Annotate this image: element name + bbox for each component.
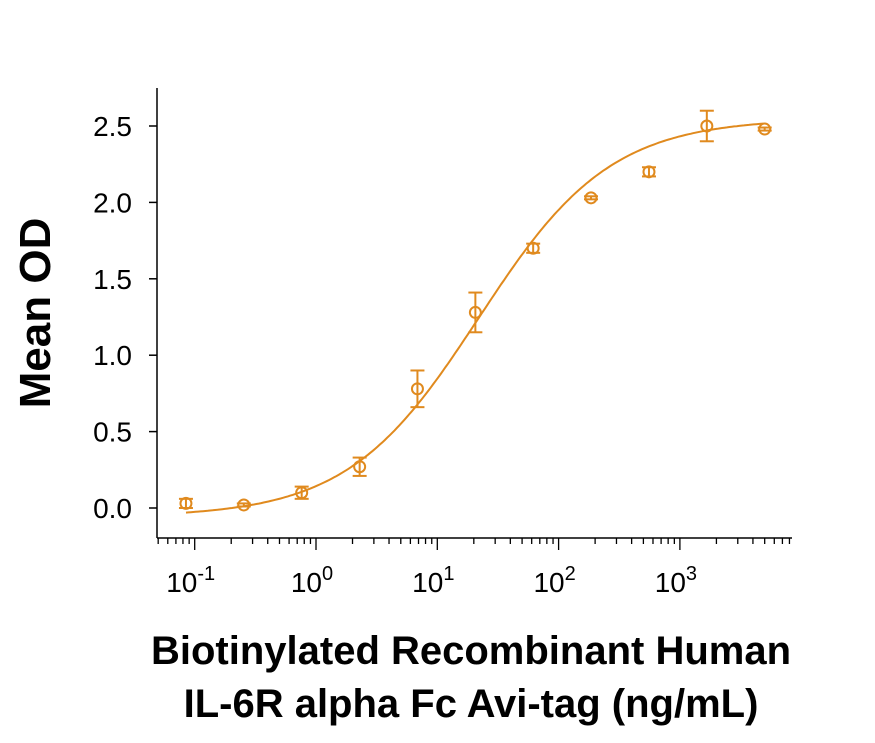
data-point-group bbox=[410, 369, 425, 409]
x-tick-base: 10 bbox=[166, 567, 197, 598]
y-axis-label: Mean OD bbox=[11, 218, 60, 409]
y-tick-label: 1.5 bbox=[93, 264, 132, 295]
x-tick-base: 10 bbox=[655, 567, 686, 598]
data-point bbox=[295, 486, 309, 500]
x-tick-exponent: 0 bbox=[322, 563, 333, 585]
data-point-group bbox=[526, 241, 541, 255]
data-point-group bbox=[236, 498, 251, 512]
axes: 0.00.51.01.52.02.510-1 100 101 102 103 bbox=[93, 88, 792, 598]
x-tick-label: 10-1 bbox=[166, 563, 215, 598]
y-tick-label: 2.0 bbox=[93, 187, 132, 218]
data-point-group bbox=[294, 485, 309, 500]
data-point-group bbox=[178, 496, 193, 510]
x-axis-label-line1: Biotinylated Recombinant Human bbox=[151, 629, 791, 673]
data-point-group bbox=[699, 109, 714, 143]
data-point bbox=[179, 496, 193, 510]
data-point-group bbox=[641, 165, 656, 179]
x-tick-base: 10 bbox=[412, 567, 443, 598]
x-tick-base: 10 bbox=[291, 567, 322, 598]
data-point-group bbox=[468, 291, 483, 334]
data-point bbox=[526, 241, 540, 255]
x-tick-exponent: -1 bbox=[197, 563, 215, 585]
data-point bbox=[237, 498, 251, 512]
x-axis-label-line2: IL-6R alpha Fc Avi-tag (ng/mL) bbox=[184, 682, 759, 726]
y-tick-label: 1.0 bbox=[93, 340, 132, 371]
y-tick-label: 0.0 bbox=[93, 493, 132, 524]
x-tick-exponent: 1 bbox=[443, 563, 454, 585]
y-tick-label: 2.5 bbox=[93, 111, 132, 142]
data-marks bbox=[178, 109, 772, 514]
data-point bbox=[353, 460, 367, 474]
x-tick-label: 101 bbox=[412, 563, 454, 598]
data-point bbox=[584, 191, 598, 205]
y-tick-label: 0.5 bbox=[93, 417, 132, 448]
x-tick-label: 100 bbox=[291, 563, 333, 598]
x-tick-label: 103 bbox=[655, 563, 697, 598]
data-point bbox=[700, 119, 714, 133]
data-point bbox=[642, 165, 656, 179]
x-tick-label: 102 bbox=[533, 563, 575, 598]
data-point-group bbox=[757, 122, 772, 136]
x-tick-base: 10 bbox=[533, 567, 564, 598]
data-point bbox=[410, 382, 424, 396]
data-point-group bbox=[352, 456, 367, 477]
x-tick-exponent: 2 bbox=[565, 563, 576, 585]
x-tick-exponent: 3 bbox=[686, 563, 697, 585]
data-point bbox=[468, 305, 482, 319]
data-point-group bbox=[584, 191, 599, 205]
data-point bbox=[758, 122, 772, 136]
